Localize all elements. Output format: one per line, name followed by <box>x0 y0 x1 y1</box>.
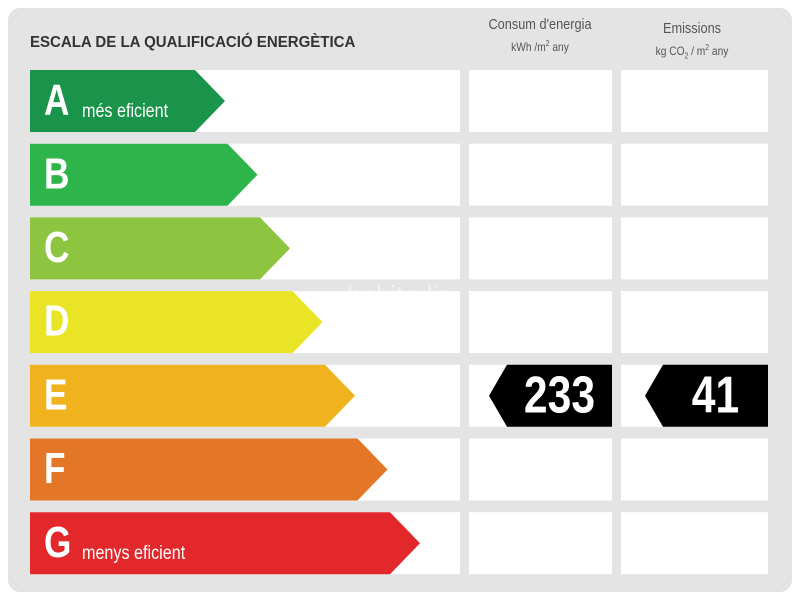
title: ESCALA DE LA QUALIFICACIÓ ENERGÈTICA <box>30 33 355 52</box>
rating-arrow <box>30 364 355 427</box>
column-name: Consum d'energia <box>488 16 592 33</box>
value-cell <box>621 217 768 280</box>
rating-letter: G <box>44 518 71 567</box>
unit-part: any <box>549 40 569 54</box>
value-cell <box>469 438 612 501</box>
column-header: Emissions kg CO2 / m2 any <box>624 20 760 60</box>
rating-label: més eficient <box>82 100 168 122</box>
unit-part: 2 <box>705 43 710 52</box>
indicator-value: 41 <box>692 367 739 425</box>
value-cell <box>469 217 612 280</box>
value-cell <box>621 438 768 501</box>
column-unit: kg CO2 / m2 any <box>624 43 760 60</box>
rating-letter: B <box>44 150 69 199</box>
rating-arrow <box>30 438 388 501</box>
rating-arrow <box>30 217 290 280</box>
value-indicator <box>489 364 612 427</box>
value-cell <box>621 291 768 354</box>
unit-part: any <box>709 44 729 58</box>
rating-letter: F <box>44 444 66 493</box>
unit-part: 2 <box>684 51 689 61</box>
rating-letter: C <box>44 223 69 272</box>
value-cell <box>469 291 612 354</box>
value-cell <box>469 512 612 575</box>
value-cell <box>621 143 768 206</box>
rating-arrow <box>30 291 323 354</box>
unit-part: kg CO <box>655 44 685 58</box>
watermark: habitadia <box>347 280 453 310</box>
column-header: Consum d'energia kWh /m2 any <box>472 16 608 54</box>
value-cell <box>469 70 612 132</box>
value-indicator <box>645 364 768 427</box>
column-name: Emissions <box>662 20 722 37</box>
unit-part: 2 <box>545 39 550 48</box>
unit-part: / m <box>688 44 706 58</box>
rating-letter: A <box>44 76 69 125</box>
indicator-value: 233 <box>524 367 595 425</box>
rating-label: menys eficient <box>82 542 185 564</box>
value-cell <box>621 70 768 132</box>
rating-arrow <box>30 70 225 132</box>
unit-part: kWh /m <box>511 40 546 54</box>
rating-arrow <box>30 143 258 206</box>
rating-letter: D <box>44 297 69 346</box>
rating-letter: E <box>44 371 67 420</box>
value-cell <box>621 512 768 575</box>
value-cell <box>469 143 612 206</box>
column-unit: kWh /m2 any <box>472 39 608 54</box>
rating-arrow <box>30 512 420 575</box>
